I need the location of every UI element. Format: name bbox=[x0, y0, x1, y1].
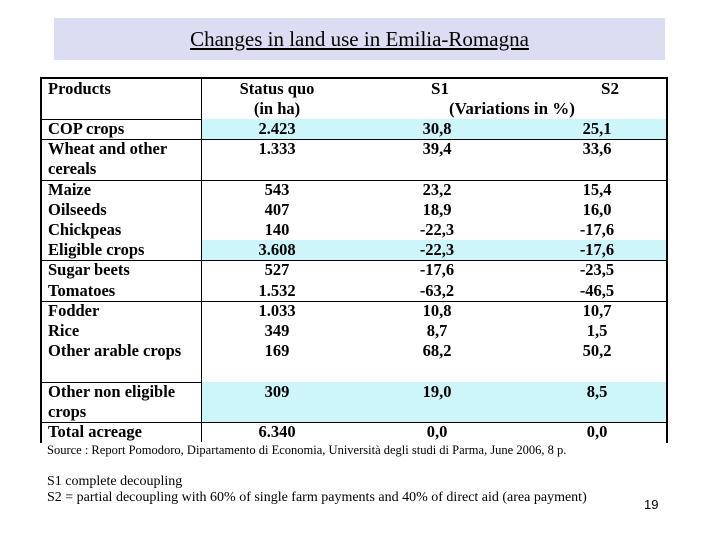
row-divider bbox=[42, 139, 666, 141]
cell-s2: 33,6 bbox=[582, 139, 612, 159]
cell-s2: 0,0 bbox=[586, 422, 608, 441]
header-products: Products bbox=[42, 79, 202, 119]
cell-s2: -17,6 bbox=[579, 240, 615, 260]
cell-s2: 16,0 bbox=[582, 199, 612, 219]
cell-status-quo: 2.423 bbox=[258, 119, 296, 138]
table-row: Eligible crops 3.608 -22,3 -17,6 bbox=[42, 240, 666, 261]
table-row: Sugar beets 527 -17,6 -23,5 bbox=[42, 260, 666, 281]
header-products-label: Products bbox=[48, 79, 111, 98]
cell-s1: 39,4 bbox=[422, 139, 452, 159]
cell-s2: -17,6 bbox=[579, 220, 615, 239]
cell-product: COP crops bbox=[42, 119, 202, 140]
cell-product: Oilseeds bbox=[42, 199, 202, 220]
header-status-line1: Status quo bbox=[239, 79, 315, 98]
note-s1: S1 complete decoupling bbox=[47, 474, 183, 489]
title-banner: Changes in land use in Emilia-Romagna bbox=[54, 18, 665, 60]
cell-s1: 68,2 bbox=[422, 341, 452, 361]
row-divider bbox=[42, 260, 666, 262]
cell-status-quo: 3.608 bbox=[258, 240, 296, 260]
cell-s2: 10,7 bbox=[582, 300, 612, 320]
cell-status-quo: 349 bbox=[264, 321, 290, 340]
cell-product: Total acreage bbox=[42, 422, 202, 443]
table-row: COP crops 2.423 30,8 25,1 bbox=[42, 119, 666, 140]
row-highlight bbox=[202, 240, 666, 261]
cell-status-quo: 1.532 bbox=[258, 280, 296, 300]
table-row: Fodder 1.033 10,8 10,7 bbox=[42, 300, 666, 321]
row-divider bbox=[42, 300, 666, 302]
table-row: Oilseeds 407 18,9 16,0 bbox=[42, 199, 666, 220]
cell-product: Rice bbox=[42, 321, 202, 342]
cell-status-quo: 6.340 bbox=[258, 422, 296, 441]
cell-s1: 18,9 bbox=[422, 199, 452, 219]
cell-status-quo: 407 bbox=[264, 199, 290, 219]
cell-s1: -63,2 bbox=[419, 280, 455, 300]
cell-s1: 19,0 bbox=[422, 381, 452, 401]
cell-s1: 23,2 bbox=[422, 179, 452, 199]
cell-product: Wheat and other cereals bbox=[42, 139, 202, 180]
slide-title: Changes in land use in Emilia-Romagna bbox=[190, 26, 529, 51]
table-header: Products Status quo (in ha) S1 S2 (Varia… bbox=[42, 79, 666, 119]
cell-s2: 8,5 bbox=[586, 381, 608, 401]
cell-product: Other arable crops bbox=[42, 341, 202, 382]
cell-status-quo: 1.033 bbox=[258, 300, 296, 320]
cell-s1: -17,6 bbox=[419, 260, 455, 280]
header-s2: S2 bbox=[601, 79, 619, 98]
cell-product: Maize bbox=[42, 179, 202, 200]
cell-s1: 10,8 bbox=[422, 300, 452, 320]
cell-status-quo: 543 bbox=[264, 179, 290, 199]
cell-s2: 25,1 bbox=[582, 119, 612, 138]
header-s1: S1 bbox=[431, 79, 449, 98]
cell-product: Chickpeas bbox=[42, 220, 202, 241]
note-s2: S2 = partial decoupling with 60% of sing… bbox=[47, 490, 587, 505]
cell-s1: -22,3 bbox=[419, 220, 455, 239]
cell-s1: 0,0 bbox=[426, 422, 448, 441]
page-number: 19 bbox=[644, 497, 659, 512]
cell-product: Eligible crops bbox=[42, 240, 202, 261]
cell-s2: 1,5 bbox=[586, 321, 608, 340]
cell-product: Tomatoes bbox=[42, 280, 202, 301]
table-row: Wheat and other cereals 1.333 39,4 33,6 bbox=[42, 139, 666, 180]
cell-status-quo: 169 bbox=[264, 341, 290, 361]
table-row: Other non eligible crops 309 19,0 8,5 bbox=[42, 381, 666, 422]
row-divider bbox=[42, 422, 666, 423]
cell-product: Other non eligible crops bbox=[42, 381, 202, 422]
table-row: Rice 349 8,7 1,5 bbox=[42, 321, 666, 342]
cell-s2: -46,5 bbox=[579, 280, 615, 300]
cell-product: Sugar beets bbox=[42, 260, 202, 281]
cell-s2: 50,2 bbox=[582, 341, 612, 361]
land-use-table: Products Status quo (in ha) S1 S2 (Varia… bbox=[40, 77, 668, 443]
table-row: Total acreage 6.340 0,0 0,0 bbox=[42, 422, 666, 443]
cell-status-quo: 527 bbox=[264, 260, 290, 280]
row-highlight bbox=[202, 119, 666, 140]
cell-status-quo: 1.333 bbox=[258, 139, 296, 159]
source-note: Source : Report Pomodoro, Dipartamento d… bbox=[47, 443, 567, 457]
cell-status-quo: 309 bbox=[264, 381, 290, 401]
table-row: Tomatoes 1.532 -63,2 -46,5 bbox=[42, 280, 666, 301]
cell-s1: -22,3 bbox=[419, 240, 455, 260]
cell-product: Fodder bbox=[42, 300, 202, 321]
table-row: Maize 543 23,2 15,4 bbox=[42, 179, 666, 200]
cell-status-quo: 140 bbox=[264, 220, 290, 239]
cell-s1: 8,7 bbox=[426, 321, 448, 340]
cell-s1: 30,8 bbox=[422, 119, 452, 138]
table-row: Chickpeas 140 -22,3 -17,6 bbox=[42, 220, 666, 241]
row-divider bbox=[42, 179, 666, 181]
header-status-line2: (in ha) bbox=[253, 99, 301, 118]
header-status-quo: Status quo (in ha) bbox=[202, 79, 352, 119]
row-highlight bbox=[202, 381, 666, 422]
cell-s2: 15,4 bbox=[582, 179, 612, 199]
table-row: Other arable crops 169 68,2 50,2 bbox=[42, 341, 666, 382]
cell-s2: -23,5 bbox=[579, 260, 615, 280]
header-variations: (Variations in %) bbox=[449, 99, 575, 118]
